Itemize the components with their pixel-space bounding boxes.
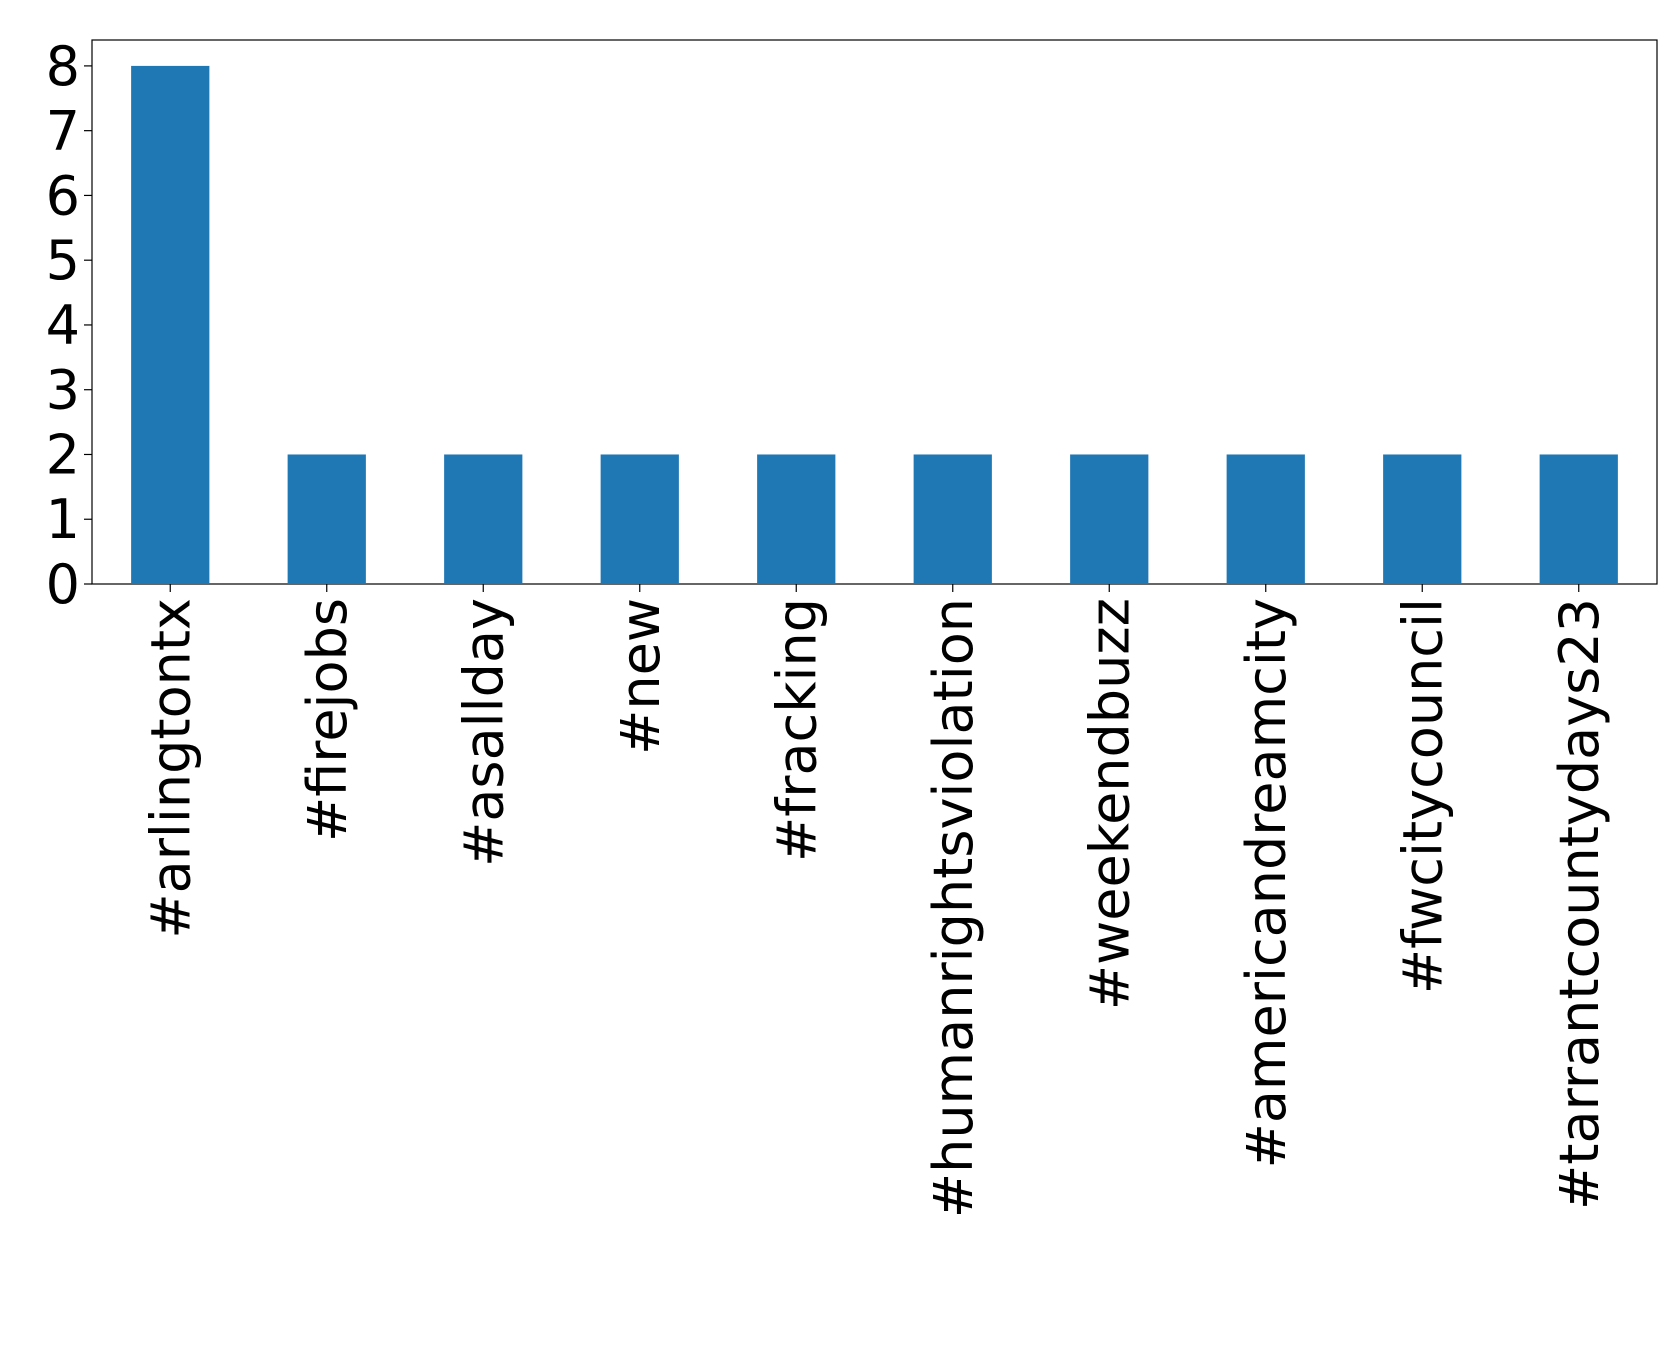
y-tick-label: 2 bbox=[46, 423, 80, 486]
y-tick-label: 3 bbox=[46, 359, 80, 422]
bar bbox=[600, 454, 679, 584]
x-tick-label: #fwcitycouncil bbox=[1391, 598, 1454, 994]
x-tick-label: #weekendbuzz bbox=[1078, 598, 1141, 1010]
bar bbox=[131, 65, 210, 584]
y-tick-label: 0 bbox=[46, 553, 80, 616]
x-tick-label: #new bbox=[609, 598, 672, 755]
x-tick-label: #asallday bbox=[452, 598, 515, 867]
bar bbox=[1539, 454, 1618, 584]
y-tick-label: 5 bbox=[46, 229, 80, 292]
bar bbox=[444, 454, 523, 584]
x-tick-label: #firejobs bbox=[296, 598, 359, 842]
x-tick-label: #humanrightsviolation bbox=[922, 598, 985, 1218]
plot-frame bbox=[91, 39, 1658, 585]
y-tick-label: 1 bbox=[46, 488, 80, 551]
x-tick-label: #tarrantcountydays23 bbox=[1548, 598, 1611, 1210]
bar bbox=[1383, 454, 1462, 584]
x-tick-label: #arlingtontx bbox=[139, 598, 202, 939]
x-tick-label: #americandreamcity bbox=[1235, 598, 1298, 1168]
bar bbox=[1070, 454, 1149, 584]
y-tick-label: 7 bbox=[46, 100, 80, 163]
bar bbox=[287, 454, 366, 584]
bar bbox=[757, 454, 836, 584]
y-tick-label: 4 bbox=[46, 294, 80, 357]
y-tick-label: 6 bbox=[46, 164, 80, 227]
x-tick-label: #fracking bbox=[765, 598, 828, 862]
bar bbox=[1226, 454, 1305, 584]
bar bbox=[913, 454, 992, 584]
y-tick-label: 8 bbox=[46, 35, 80, 98]
